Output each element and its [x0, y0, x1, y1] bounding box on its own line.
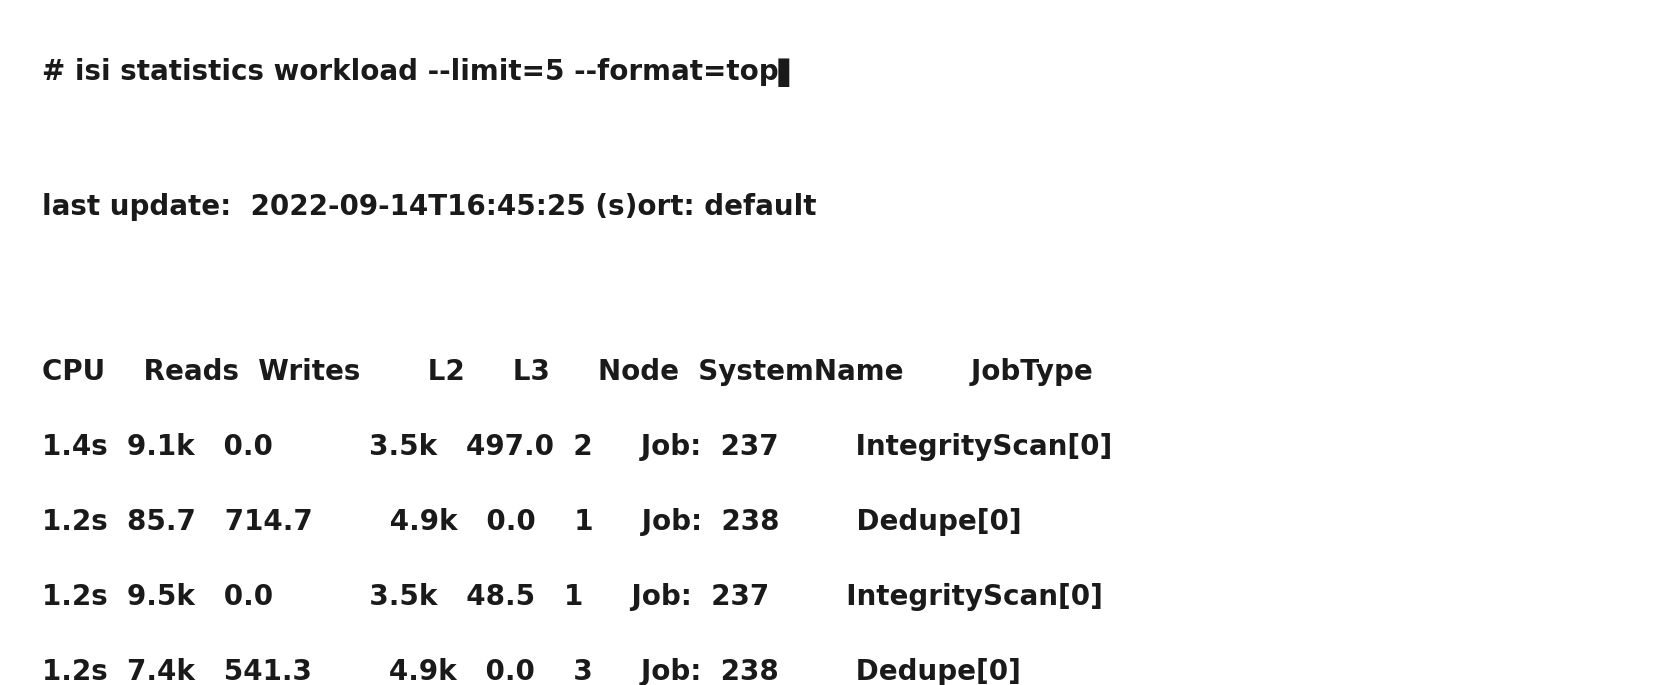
Text: last update:  2022-09-14T16:45:25 (s)ort: default: last update: 2022-09-14T16:45:25 (s)ort:… [42, 193, 816, 221]
Text: 1.2s  85.7   714.7        4.9k   0.0    1     Job:  238        Dedupe[0]: 1.2s 85.7 714.7 4.9k 0.0 1 Job: 238 Dedu… [42, 508, 1022, 536]
Text: 1.4s  9.1k   0.0          3.5k   497.0  2     Job:  237        IntegrityScan[0]: 1.4s 9.1k 0.0 3.5k 497.0 2 Job: 237 Inte… [42, 433, 1112, 461]
Text: CPU    Reads  Writes       L2     L3     Node  SystemName       JobType: CPU Reads Writes L2 L3 Node SystemName J… [42, 358, 1092, 386]
Text: 1.2s  9.5k   0.0          3.5k   48.5   1     Job:  237        IntegrityScan[0]: 1.2s 9.5k 0.0 3.5k 48.5 1 Job: 237 Integ… [42, 583, 1104, 611]
Text: 1.2s  7.4k   541.3        4.9k   0.0    3     Job:  238        Dedupe[0]: 1.2s 7.4k 541.3 4.9k 0.0 3 Job: 238 Dedu… [42, 658, 1020, 685]
Text: # isi statistics workload --limit=5 --format=top▌: # isi statistics workload --limit=5 --fo… [42, 58, 799, 87]
